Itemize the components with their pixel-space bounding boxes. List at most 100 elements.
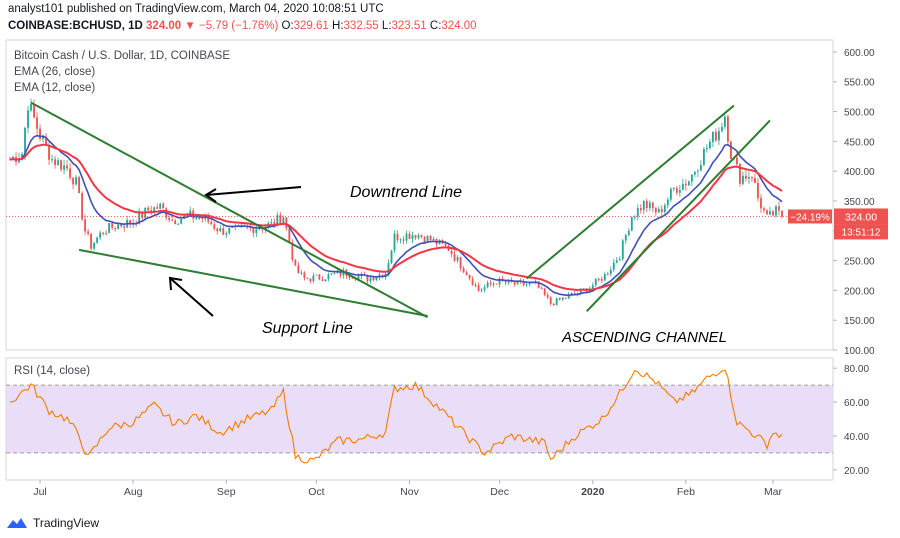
candle xyxy=(714,128,717,143)
candle-body xyxy=(129,219,132,225)
candle xyxy=(471,276,474,286)
candle xyxy=(669,187,672,202)
price-tick-label: 550.00 xyxy=(844,78,875,89)
candle xyxy=(465,270,468,276)
candle xyxy=(594,278,597,287)
candle xyxy=(63,159,65,175)
candle xyxy=(540,286,543,289)
candle xyxy=(393,230,396,253)
candle xyxy=(249,224,252,232)
candle-body xyxy=(522,281,525,286)
candle xyxy=(486,280,489,289)
rsi-tick-label: 60.00 xyxy=(844,398,869,409)
candle-body xyxy=(636,208,639,217)
x-tick-label: 2020 xyxy=(581,486,605,498)
candle-body xyxy=(495,283,498,285)
candle xyxy=(513,281,516,287)
candle xyxy=(618,256,621,261)
candle xyxy=(27,105,29,134)
candle xyxy=(555,297,558,306)
candle xyxy=(468,274,471,281)
low-value: 323.51 xyxy=(391,20,427,32)
candle xyxy=(552,302,555,306)
candle xyxy=(414,234,417,240)
candle xyxy=(727,114,729,146)
candle xyxy=(318,273,321,281)
candle-body xyxy=(57,160,59,165)
candle xyxy=(474,282,477,288)
candle-body xyxy=(282,217,285,224)
candle xyxy=(642,200,645,215)
candle-body xyxy=(444,243,447,246)
candle-body xyxy=(766,210,768,215)
price-tick-label: 400.00 xyxy=(844,167,875,178)
rsi-tick-label: 20.00 xyxy=(844,466,869,477)
candle-body xyxy=(315,274,318,276)
candle-body xyxy=(525,284,528,286)
candle xyxy=(81,191,84,221)
candle xyxy=(666,197,669,209)
candle xyxy=(156,203,159,209)
candle xyxy=(84,214,87,235)
candle-body xyxy=(543,288,546,295)
candle xyxy=(525,282,528,288)
candle-body xyxy=(318,274,321,280)
candle-body xyxy=(417,235,420,238)
candle-body xyxy=(714,131,717,141)
support-label: Support Line xyxy=(262,320,353,337)
candle xyxy=(720,122,723,133)
candle xyxy=(654,206,657,216)
candle xyxy=(450,248,453,258)
candle-body xyxy=(663,205,666,213)
candle xyxy=(748,171,750,185)
candle-body xyxy=(312,275,315,282)
price-tick-label: 100.00 xyxy=(844,346,875,357)
candle-body xyxy=(736,157,738,165)
candle xyxy=(763,206,765,213)
close-label: C: xyxy=(429,20,442,32)
candle-body xyxy=(228,227,231,234)
candle-body xyxy=(105,233,108,235)
candle-body xyxy=(231,226,234,228)
candle-body xyxy=(48,144,50,160)
candle xyxy=(108,222,111,234)
candle xyxy=(30,98,32,113)
candle xyxy=(480,287,483,293)
candle xyxy=(78,175,81,194)
candle-body xyxy=(72,177,75,185)
candle-body xyxy=(745,175,747,179)
candle xyxy=(681,178,684,191)
candle xyxy=(597,277,600,282)
x-tick-label: Aug xyxy=(124,486,143,498)
candle xyxy=(306,277,309,279)
support-line xyxy=(78,248,428,318)
candle-body xyxy=(426,235,429,243)
candle-body xyxy=(66,165,69,169)
candle xyxy=(769,206,771,216)
candle-body xyxy=(288,228,291,244)
candle-body xyxy=(63,165,65,170)
candle xyxy=(102,231,105,236)
x-tick-label: Dec xyxy=(490,486,509,498)
candle-body xyxy=(486,282,489,288)
candle xyxy=(504,280,507,286)
ema26-legend: EMA (26, close) xyxy=(14,66,96,78)
candle xyxy=(213,221,216,231)
candle xyxy=(687,180,690,186)
pct-label: −24.19% xyxy=(790,212,830,223)
tradingview-footer[interactable]: TradingView xyxy=(6,516,99,530)
candle-body xyxy=(468,275,471,279)
candle-body xyxy=(648,202,651,209)
candle xyxy=(312,272,315,284)
countdown-label: 13:51:12 xyxy=(842,227,881,238)
candle-body xyxy=(690,174,693,182)
candle-body xyxy=(570,293,573,295)
candle-body xyxy=(474,285,477,287)
candle-body xyxy=(75,177,78,185)
candle xyxy=(495,283,498,285)
candle xyxy=(672,187,675,192)
last-price: 324.00 xyxy=(146,20,182,32)
candle-body xyxy=(432,238,435,241)
candle-body xyxy=(763,208,765,211)
